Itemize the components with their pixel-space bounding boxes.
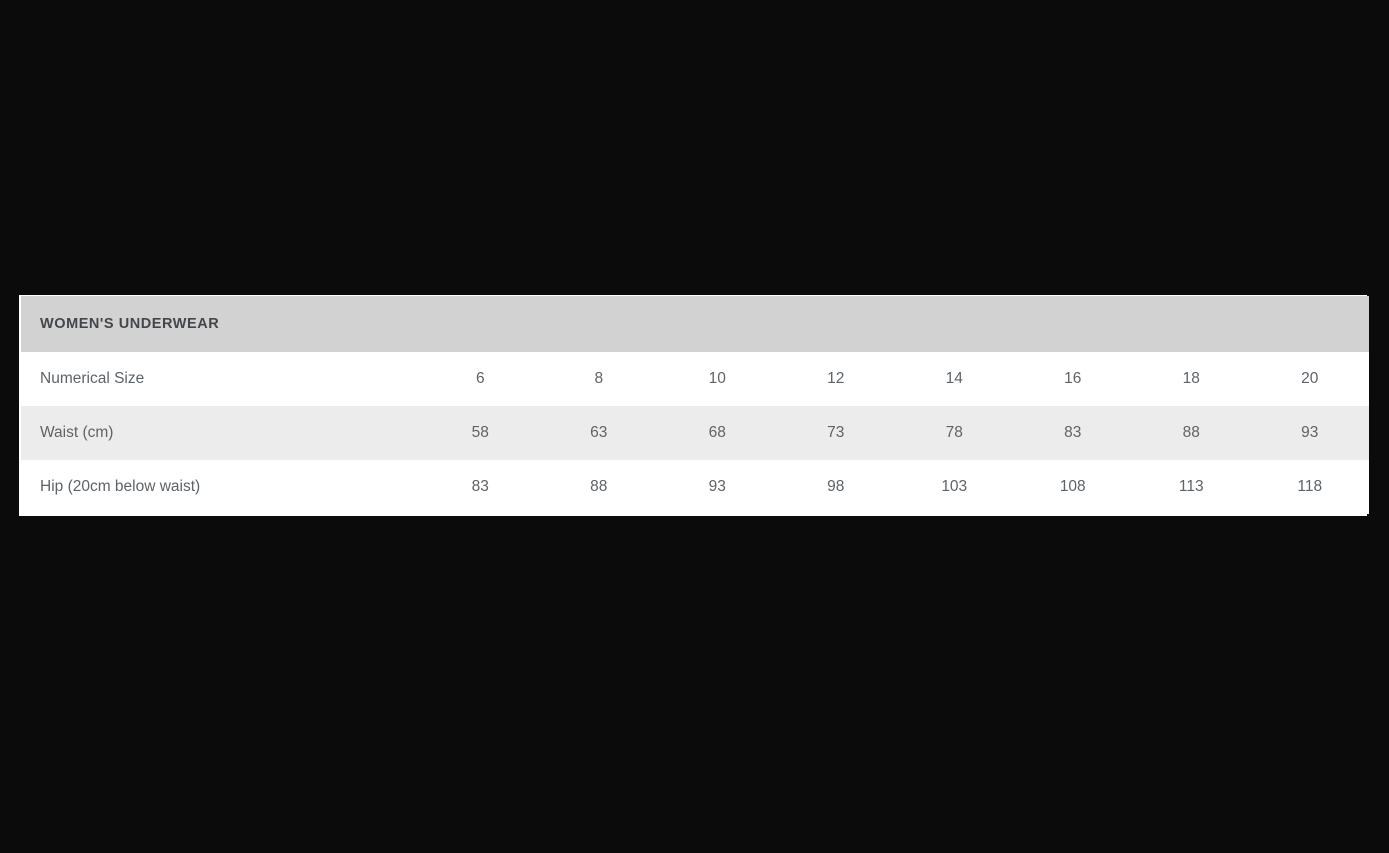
cell-numerical-size-5: 16 bbox=[1064, 370, 1082, 387]
row-label-hip: Hip (20cm below waist) bbox=[40, 478, 201, 495]
size-chart-card: WOMEN'S UNDERWEAR Numerical Size 6 8 10 … bbox=[19, 295, 1369, 516]
cell-waist-1: 63 bbox=[590, 424, 608, 441]
cell-numerical-size-0: 6 bbox=[475, 370, 485, 387]
cell-waist-2: 68 bbox=[708, 424, 726, 441]
table-body: Numerical Size 6 8 10 12 14 16 18 20 Wai… bbox=[21, 352, 1369, 514]
table-row: Hip (20cm below waist) 83 88 93 98 103 1… bbox=[21, 460, 1369, 514]
cell-hip-7: 118 bbox=[1297, 478, 1323, 495]
cell-hip-3: 98 bbox=[827, 478, 845, 495]
cell-hip-0: 83 bbox=[471, 478, 489, 495]
size-chart-table: WOMEN'S UNDERWEAR Numerical Size 6 8 10 … bbox=[21, 296, 1369, 514]
cell-numerical-size-1: 8 bbox=[594, 370, 604, 387]
cell-numerical-size-7: 20 bbox=[1301, 370, 1319, 387]
cell-waist-6: 88 bbox=[1182, 424, 1200, 441]
cell-waist-4: 78 bbox=[945, 424, 963, 441]
cell-hip-2: 93 bbox=[708, 478, 726, 495]
cell-hip-6: 113 bbox=[1178, 478, 1204, 495]
row-label-numerical-size: Numerical Size bbox=[40, 370, 145, 387]
cell-waist-0: 58 bbox=[471, 424, 489, 441]
cell-hip-1: 88 bbox=[590, 478, 608, 495]
cell-waist-7: 93 bbox=[1301, 424, 1319, 441]
table-head: WOMEN'S UNDERWEAR bbox=[21, 296, 1369, 352]
cell-hip-4: 103 bbox=[941, 478, 968, 495]
cell-waist-5: 83 bbox=[1064, 424, 1082, 441]
cell-numerical-size-2: 10 bbox=[708, 370, 726, 387]
table-row: Waist (cm) 58 63 68 73 78 83 88 93 bbox=[21, 406, 1369, 460]
cell-waist-3: 73 bbox=[827, 424, 845, 441]
chart-title: WOMEN'S UNDERWEAR bbox=[21, 296, 1369, 352]
cell-numerical-size-6: 18 bbox=[1182, 370, 1200, 387]
chart-title-row: WOMEN'S UNDERWEAR bbox=[21, 296, 1369, 352]
table-row: Numerical Size 6 8 10 12 14 16 18 20 bbox=[21, 352, 1369, 406]
row-label-waist: Waist (cm) bbox=[40, 424, 114, 441]
cell-numerical-size-4: 14 bbox=[945, 370, 963, 387]
cell-numerical-size-3: 12 bbox=[827, 370, 845, 387]
cell-hip-5: 108 bbox=[1059, 478, 1086, 495]
